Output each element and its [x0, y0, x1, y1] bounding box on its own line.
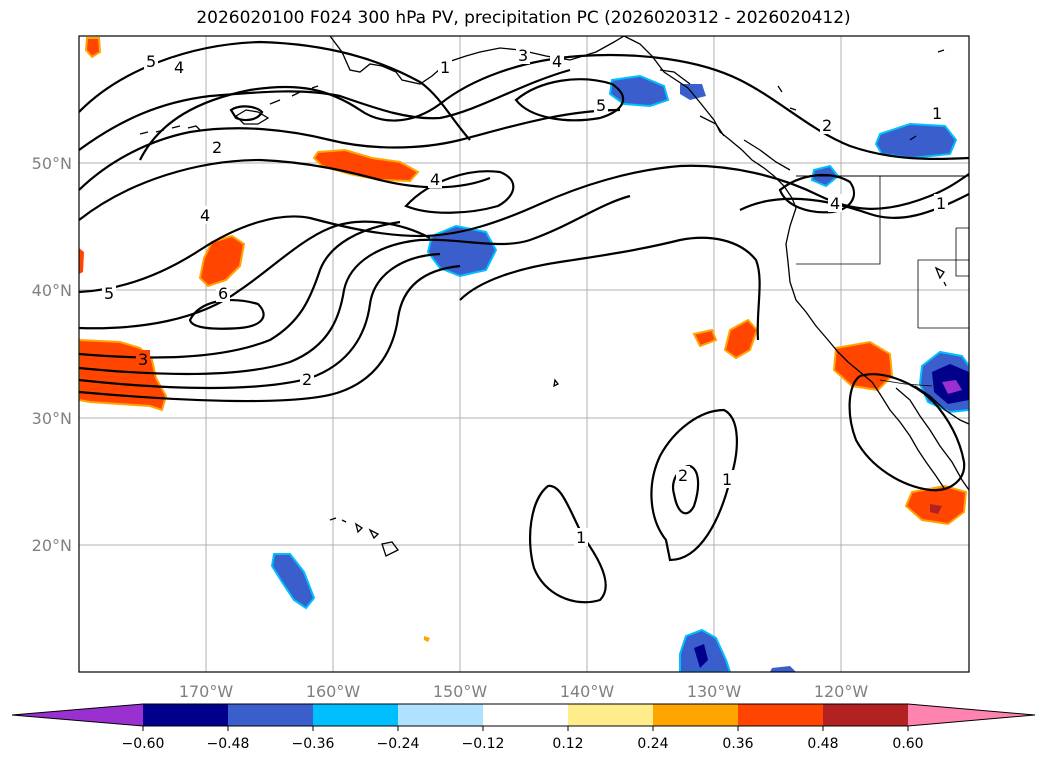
colorbar-extend-max	[908, 704, 1035, 726]
precip-patch-pos	[424, 636, 430, 642]
colorbar-tick-label: 0.48	[807, 736, 838, 752]
colorbar-segment	[738, 704, 823, 726]
colorbar-extend-min	[12, 704, 143, 726]
colorbar-tick-label: −0.24	[377, 736, 420, 752]
colorbar-tick-label: 0.60	[892, 736, 923, 752]
colorbar-tick-label: −0.36	[292, 736, 335, 752]
contour-label: 4	[552, 52, 562, 71]
contour-label: 4	[200, 206, 210, 225]
map-title: 2026020100 F024 300 hPa PV, precipitatio…	[196, 8, 851, 28]
contour-label: 5	[146, 52, 156, 71]
precip-patch-pos	[198, 234, 246, 288]
contour-label: 5	[596, 96, 606, 115]
pv-contour-labels: 5 4 1 3 4 5 1 2 2 4 4 4 1 5 6 3 2 2 1 1	[102, 46, 948, 547]
colorbar-tick-label: −0.48	[207, 736, 250, 752]
colorbar-tick-label: 0.12	[552, 736, 583, 752]
contour-label: 4	[830, 194, 840, 213]
precip-patch-pos	[79, 248, 84, 274]
colorbar-tick-label: −0.12	[462, 736, 505, 752]
colorbar-segment	[313, 704, 398, 726]
longitude-labels: 170°W 160°W 150°W 140°W 130°W 120°W	[179, 682, 869, 701]
precip-patch-neg	[426, 224, 498, 278]
lon-label-170w: 170°W	[179, 682, 234, 701]
colorbar-tick-label: 0.24	[637, 736, 668, 752]
lon-label-130w: 130°W	[687, 682, 742, 701]
colorbar-segment	[483, 704, 568, 726]
contour-label: 3	[518, 46, 528, 65]
precip-patch-pos	[930, 504, 942, 514]
precip-patch-neg	[608, 74, 670, 108]
precip-anomaly-fills	[79, 37, 969, 672]
precip-patch-pos	[692, 328, 718, 348]
precip-patch-pos	[312, 148, 420, 183]
contour-label: 1	[722, 470, 732, 489]
colorbar-segment	[143, 704, 228, 726]
colorbar-segment	[568, 704, 653, 726]
coastlines	[139, 36, 969, 557]
precip-patch-pos	[84, 37, 102, 59]
contour-label: 2	[678, 466, 688, 485]
contour-label: 5	[104, 284, 114, 303]
lon-label-160w: 160°W	[306, 682, 361, 701]
map-area	[79, 36, 969, 672]
contour-label: 4	[174, 58, 184, 77]
contour-label: 1	[440, 58, 450, 77]
precip-patch-neg	[874, 122, 958, 160]
precip-patch-neg	[770, 666, 796, 672]
colorbar: −0.60 −0.48 −0.36 −0.24 −0.12 0.12 0.24 0.36 0.4…	[11, 703, 1036, 752]
map-border	[78, 35, 970, 673]
colorbar-tick-label: −0.60	[122, 736, 165, 752]
lat-label-30n: 30°N	[32, 409, 72, 428]
contour-label: 1	[936, 194, 946, 213]
contour-label: 2	[302, 370, 312, 389]
colorbar-segment	[398, 704, 483, 726]
lon-label-140w: 140°W	[560, 682, 615, 701]
lon-label-120w: 120°W	[814, 682, 869, 701]
lat-label-50n: 50°N	[32, 154, 72, 173]
precip-patch-pos	[832, 340, 894, 392]
precip-patch-neg	[694, 644, 708, 668]
precip-patch-neg	[270, 553, 316, 610]
precip-patch-neg	[680, 84, 706, 100]
contour-label: 2	[212, 138, 222, 157]
precip-patch-neg	[942, 380, 962, 394]
contour-label: 3	[138, 350, 148, 369]
contour-label: 4	[430, 170, 440, 189]
lat-label-20n: 20°N	[32, 536, 72, 555]
lon-label-150w: 150°W	[433, 682, 488, 701]
contour-label: 2	[822, 116, 832, 135]
precip-patch-pos	[723, 318, 759, 360]
contour-label: 6	[218, 284, 228, 303]
lat-label-40n: 40°N	[32, 281, 72, 300]
contour-label: 1	[932, 104, 942, 123]
colorbar-tick-label: 0.36	[722, 736, 753, 752]
colorbar-segment	[653, 704, 738, 726]
contour-label: 1	[576, 528, 586, 547]
colorbar-segment	[228, 704, 313, 726]
latitude-labels: 50°N 40°N 30°N 20°N	[32, 154, 72, 555]
colorbar-segment	[823, 704, 908, 726]
pv-contours	[79, 40, 969, 604]
